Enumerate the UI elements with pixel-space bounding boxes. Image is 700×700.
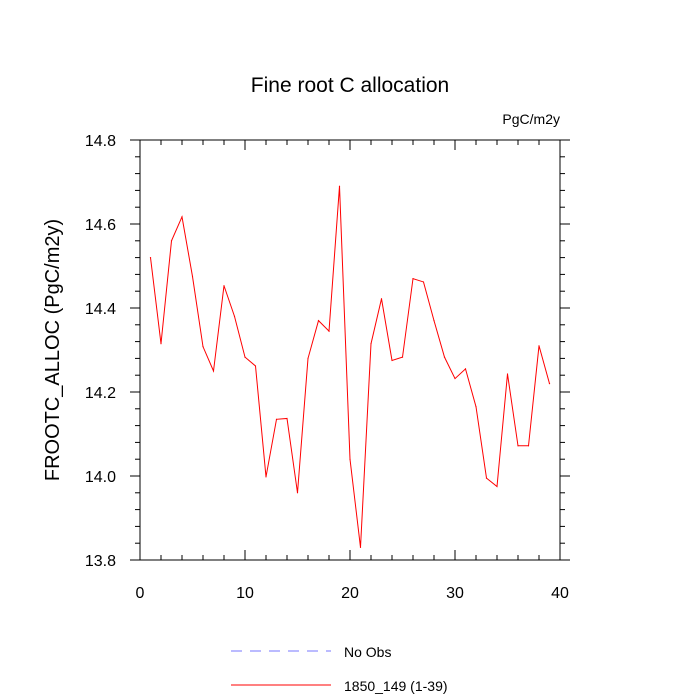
data-point [254, 365, 257, 367]
data-point [485, 477, 488, 479]
data-point [265, 476, 267, 478]
data-point [538, 345, 540, 347]
y-tick-label: 14.4 [85, 301, 116, 318]
y-tick-label: 14.8 [85, 133, 116, 150]
data-point [412, 278, 414, 280]
x-tick-label: 0 [136, 585, 145, 602]
data-point [202, 346, 204, 348]
data-point [307, 357, 309, 359]
data-point [401, 356, 404, 358]
data-point [286, 417, 288, 420]
data-point [223, 285, 225, 287]
y-tick-label: 14.6 [85, 217, 116, 234]
data-point [517, 445, 519, 447]
plot-frame [139, 139, 561, 561]
data-point [391, 359, 393, 362]
data-point [212, 370, 215, 372]
x-tick-label: 20 [341, 585, 359, 602]
data-point [433, 320, 435, 322]
data-point [296, 492, 299, 494]
legend-label-no-obs: No Obs [344, 644, 391, 660]
data-point [422, 281, 425, 283]
data-point [527, 445, 530, 447]
data-point [359, 546, 362, 549]
data-point [349, 458, 351, 460]
y-tick-label: 14.2 [85, 385, 116, 402]
data-point [475, 406, 477, 408]
data-point [317, 320, 320, 322]
x-tick-label: 30 [446, 585, 464, 602]
y-tick-label: 13.8 [85, 553, 116, 570]
legend-label-1850-149: 1850_149 (1-39) [344, 678, 448, 694]
data-point [275, 418, 278, 420]
data-point [548, 383, 551, 385]
data-point [149, 257, 152, 259]
y-tick-label: 14.0 [85, 469, 116, 486]
units-label: PgC/m2y [502, 111, 560, 127]
data-point [506, 373, 509, 375]
data-point [443, 356, 446, 358]
data-point [244, 356, 246, 358]
series-line-0 [150, 186, 550, 548]
data-point [380, 298, 383, 300]
data-point [454, 377, 456, 380]
legend: No Obs 1850_149 (1-39) [231, 644, 448, 694]
data-point [160, 343, 162, 345]
y-axis-label: FROOTC_ALLOC (PgC/m2y) [42, 219, 64, 481]
data-point [181, 216, 183, 218]
data-point [233, 315, 236, 317]
data-point [328, 330, 330, 332]
x-tick-label: 10 [236, 585, 254, 602]
data-point [464, 368, 467, 370]
data-point [338, 185, 341, 187]
data-point [170, 240, 173, 242]
data-point [496, 485, 498, 488]
series-layer [149, 185, 551, 549]
x-tick-label: 40 [551, 585, 569, 602]
data-point [191, 275, 194, 278]
axis-ticks: 0 10 20 30 40 13.8 14.0 14.2 14.4 14.6 14.8 [85, 133, 570, 602]
chart-title: Fine root C allocation [251, 74, 449, 97]
data-point [370, 343, 372, 345]
